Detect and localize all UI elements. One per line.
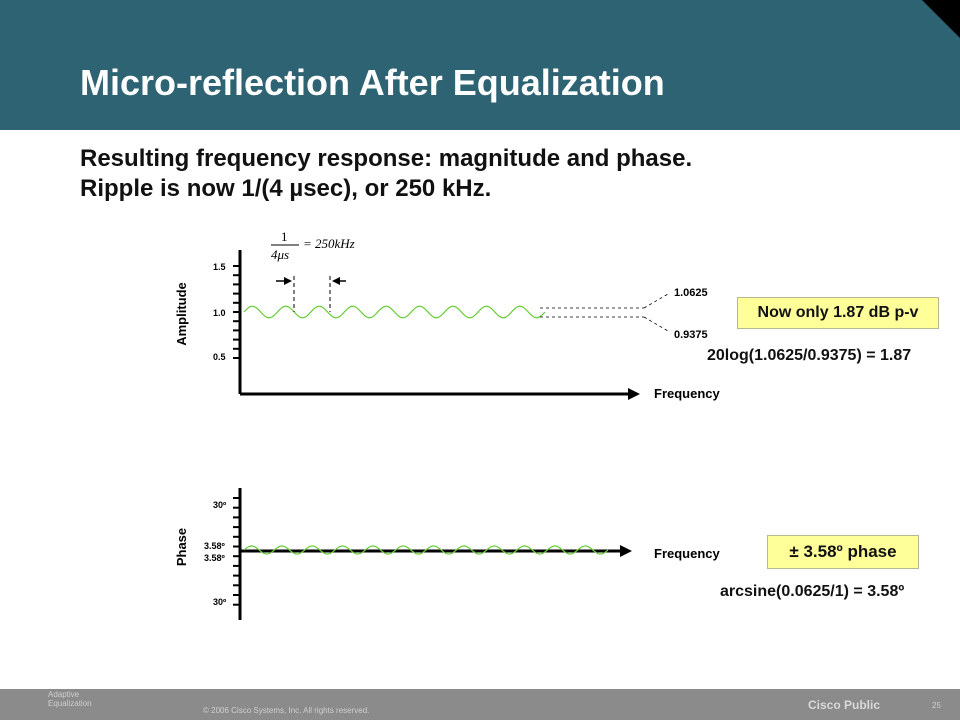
amplitude-x-label: Frequency <box>654 386 721 401</box>
footer-bar: Adaptive Equalization © 2006 Cisco Syste… <box>0 689 960 720</box>
phase-tick-label-bottom: 30º <box>213 597 227 607</box>
trough-value-label: 0.9375 <box>674 329 708 341</box>
footer-page-number: 25 <box>932 701 941 710</box>
amp-tick-label-0.5: 0.5 <box>213 352 226 362</box>
amp-tick-label-1.0: 1.0 <box>213 308 226 318</box>
peak-value-label: 1.0625 <box>674 287 708 299</box>
period-denominator: 4μs <box>271 247 289 262</box>
phase-tick-label-lower: 3.58º <box>204 553 226 563</box>
footer-course-title: Adaptive Equalization <box>48 690 92 708</box>
subtitle-line-1: Resulting frequency response: magnitude … <box>80 145 693 172</box>
amplitude-series-line <box>243 305 546 319</box>
title-bar: Micro-reflection After Equalization <box>0 0 960 130</box>
footer-copyright: © 2006 Cisco Systems, Inc. All rights re… <box>203 706 370 715</box>
period-arrow-left-head <box>284 277 292 285</box>
amplitude-x-arrow <box>628 388 640 400</box>
slide-subtitle: Resulting frequency response: magnitude … <box>80 144 940 204</box>
footer-classification: Cisco Public <box>808 698 881 712</box>
phase-result-box: ± 3.58º phase <box>767 535 919 569</box>
period-numerator: 1 <box>281 229 288 244</box>
phase-series-line <box>243 545 609 555</box>
period-arrow-right-head <box>332 277 340 285</box>
corner-decoration <box>922 0 960 38</box>
period-result: = 250kHz <box>303 236 355 251</box>
phase-x-arrow <box>620 545 632 557</box>
phase-tick-label-upper: 3.58º <box>204 541 226 551</box>
amplitude-chart: 1.5 1.0 0.5 Amplitude Frequency 1 4μs = … <box>174 229 721 401</box>
phase-axis-label: Phase <box>174 528 189 566</box>
phase-tick-label-top: 30º <box>213 500 227 510</box>
amp-tick-label-1.5: 1.5 <box>213 262 226 272</box>
peak-leader-diag <box>643 293 669 309</box>
trough-leader-diag <box>643 316 669 332</box>
phase-chart: 30º 3.58º 3.58º 30º Phase Frequency <box>174 488 721 620</box>
phase-formula: arcsine(0.0625/1) = 3.58º <box>720 583 905 600</box>
phase-x-label: Frequency <box>654 546 721 561</box>
amplitude-axis-label: Amplitude <box>174 282 189 346</box>
slide-title: Micro-reflection After Equalization <box>80 62 665 103</box>
amplitude-formula: 20log(1.0625/0.9375) = 1.87 <box>707 347 912 364</box>
amplitude-result-box: Now only 1.87 dB p-v <box>737 297 939 329</box>
subtitle-line-2: Ripple is now 1/(4 µsec), or 250 kHz. <box>80 175 492 202</box>
